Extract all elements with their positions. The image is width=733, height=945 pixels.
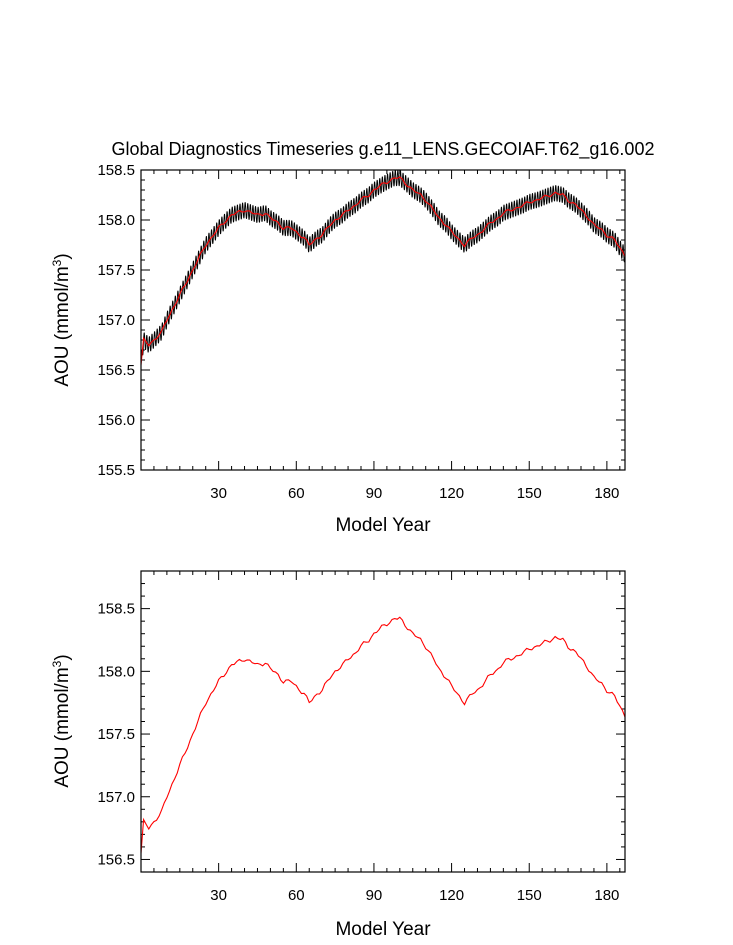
top-ticks: 30 60 90 120 150 180 155.5 156.0 156.5 157.0 157.5… — [97, 162, 625, 502]
bottom-y-axis-title-main: AOU (mmol/m — [52, 667, 73, 787]
bottom-x-axis-title: Model Year — [335, 919, 431, 940]
top-y-axis-title-close: ) — [52, 253, 73, 259]
top-x-tick-label: 150 — [517, 485, 542, 502]
bottom-x-tick-label: 180 — [594, 887, 619, 904]
bottom-y-tick-label: 158.0 — [97, 663, 135, 680]
top-y-axis-title-main: AOU (mmol/m — [52, 266, 73, 386]
bottom-y-axis-title-close: ) — [52, 654, 73, 660]
bottom-y-tick-label: 156.5 — [97, 851, 135, 868]
top-series — [140, 169, 626, 470]
bottom-y-tick-label: 157.5 — [97, 726, 135, 743]
top-y-tick-label: 156.5 — [97, 362, 135, 379]
bottom-x-tick-label: 60 — [288, 887, 305, 904]
top-y-tick-label: 158.5 — [97, 162, 135, 179]
chart-title: Global Diagnostics Timeseries g.e11_LENS… — [112, 139, 655, 160]
top-y-tick-label: 158.0 — [97, 212, 135, 229]
top-x-tick-label: 120 — [439, 485, 464, 502]
bottom-y-axis-title: AOU (mmol/m3) — [50, 654, 73, 787]
top-y-axis-title: AOU (mmol/m3) — [50, 253, 73, 386]
bottom-y-tick-label: 158.5 — [97, 601, 135, 618]
top-plot-frame — [140, 169, 626, 471]
top-x-tick-label: 30 — [210, 485, 227, 502]
bottom-y-tick-label: 157.0 — [97, 789, 135, 806]
bottom-panel: 30 60 90 120 150 180 156.5 157.0 157.5 158.0 158.5… — [50, 570, 626, 940]
bottom-x-tick-label: 30 — [210, 887, 227, 904]
top-x-tick-label: 60 — [288, 485, 305, 502]
top-x-tick-label: 180 — [594, 485, 619, 502]
top-y-axis-title-sup: 3 — [50, 259, 64, 266]
top-x-axis-title: Model Year — [335, 515, 431, 536]
top-y-tick-label: 156.0 — [97, 412, 135, 429]
top-y-tick-label: 157.0 — [97, 312, 135, 329]
top-y-tick-label: 155.5 — [97, 462, 135, 479]
bottom-annual-mean-line — [140, 616, 626, 854]
bottom-plot-frame — [140, 570, 626, 873]
top-monthly-line — [140, 169, 626, 470]
top-annual-mean-line — [140, 176, 626, 366]
top-panel: 30 60 90 120 150 180 155.5 156.0 156.5 157.0 157.5… — [50, 162, 626, 536]
top-x-tick-label: 90 — [366, 485, 383, 502]
bottom-ticks: 30 60 90 120 150 180 156.5 157.0 157.5 158.0 158.5 — [97, 570, 625, 904]
top-y-tick-label: 157.5 — [97, 262, 135, 279]
bottom-x-tick-label: 120 — [439, 887, 464, 904]
bottom-x-tick-label: 90 — [366, 887, 383, 904]
bottom-series — [140, 616, 626, 854]
bottom-y-axis-title-sup: 3 — [50, 660, 64, 667]
bottom-x-tick-label: 150 — [517, 887, 542, 904]
